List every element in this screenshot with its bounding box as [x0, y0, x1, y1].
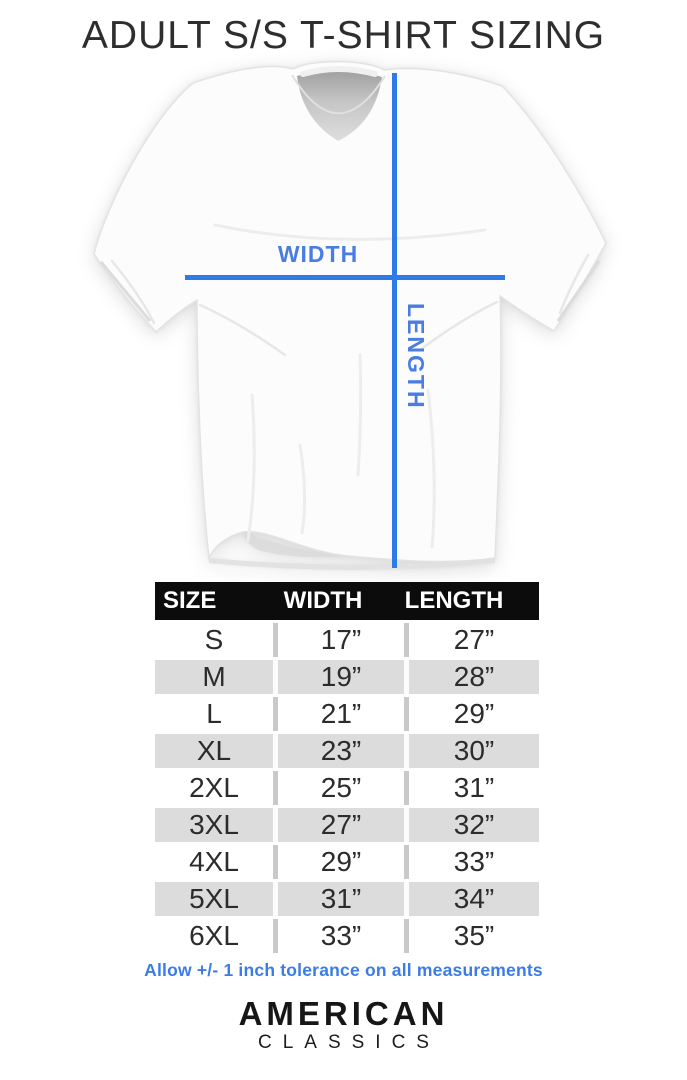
column-divider: [404, 734, 409, 768]
column-divider: [273, 845, 278, 879]
header-length: LENGTH: [404, 587, 504, 614]
size-table-row: M 19” 28”: [155, 660, 539, 694]
left-cuff-seam: [99, 261, 152, 322]
wrinkle-lines: [213, 223, 487, 549]
cell-width: 27”: [278, 808, 404, 842]
tshirt-body: [93, 60, 607, 563]
collar-back-band: [300, 66, 378, 77]
cell-length: 34”: [409, 882, 539, 916]
column-divider: [404, 623, 409, 657]
cell-length: 28”: [409, 660, 539, 694]
column-divider: [404, 808, 409, 842]
right-cuff-seam: [556, 260, 601, 322]
cell-size: 3XL: [155, 808, 273, 842]
column-divider: [273, 882, 278, 916]
page-title: ADULT S/S T-SHIRT SIZING: [81, 14, 606, 57]
cell-width: 23”: [278, 734, 404, 768]
size-table-row: 6XL 33” 35”: [155, 919, 539, 953]
cell-length: 33”: [409, 845, 539, 879]
header-size: SIZE: [163, 587, 217, 614]
column-divider: [404, 882, 409, 916]
cell-length: 31”: [409, 771, 539, 805]
tshirt-image: [93, 60, 607, 570]
column-divider: [404, 771, 409, 805]
cell-length: 30”: [409, 734, 539, 768]
cell-width: 19”: [278, 660, 404, 694]
cell-size: M: [155, 660, 273, 694]
hem-fold-shadow: [243, 532, 348, 558]
cell-width: 21”: [278, 697, 404, 731]
cell-size: L: [155, 697, 273, 731]
column-divider: [404, 845, 409, 879]
brand-name-line1: AMERICAN: [238, 995, 449, 1032]
brand-logo: AMERICAN CLASSICS: [0, 997, 687, 1054]
column-divider: [273, 771, 278, 805]
column-divider: [273, 623, 278, 657]
cell-width: 17”: [278, 623, 404, 657]
size-table-row: 4XL 29” 33”: [155, 845, 539, 879]
width-measure-line: [185, 275, 505, 280]
size-table-row: L 21” 29”: [155, 697, 539, 731]
size-table: SIZE WIDTH LENGTH S 17” 27” M 19” 28” L …: [155, 582, 539, 953]
column-divider: [404, 697, 409, 731]
size-table-row: 5XL 31” 34”: [155, 882, 539, 916]
length-label: LENGTH: [403, 303, 429, 410]
column-divider: [273, 697, 278, 731]
collar-seam: [291, 74, 386, 115]
column-divider: [273, 660, 278, 694]
cell-length: 32”: [409, 808, 539, 842]
column-divider: [273, 734, 278, 768]
cell-width: 33”: [278, 919, 404, 953]
column-divider: [404, 660, 409, 694]
brand-name-line2: CLASSICS: [258, 1032, 440, 1053]
wrinkle-lines-fine: [110, 253, 590, 357]
collar-opening: [297, 69, 382, 141]
column-divider: [273, 808, 278, 842]
cell-size: 2XL: [155, 771, 273, 805]
size-table-row: 2XL 25” 31”: [155, 771, 539, 805]
cell-size: XL: [155, 734, 273, 768]
cell-width: 31”: [278, 882, 404, 916]
cell-size: 5XL: [155, 882, 273, 916]
column-divider: [273, 919, 278, 953]
cell-length: 27”: [409, 623, 539, 657]
cell-length: 35”: [409, 919, 539, 953]
cell-width: 29”: [278, 845, 404, 879]
cell-width: 25”: [278, 771, 404, 805]
size-table-row: S 17” 27”: [155, 623, 539, 657]
cell-length: 29”: [409, 697, 539, 731]
tolerance-note: Allow +/- 1 inch tolerance on all measur…: [144, 960, 543, 980]
header-width: WIDTH: [283, 587, 363, 614]
size-table-row: XL 23” 30”: [155, 734, 539, 768]
column-divider: [404, 919, 409, 953]
cell-size: S: [155, 623, 273, 657]
length-measure-line: [392, 73, 397, 568]
size-table-row: 3XL 27” 32”: [155, 808, 539, 842]
cell-size: 4XL: [155, 845, 273, 879]
size-table-body: S 17” 27” M 19” 28” L 21” 29” XL 23” 30”…: [155, 623, 539, 953]
size-table-header: SIZE WIDTH LENGTH: [155, 582, 539, 620]
hem-shadow: [209, 558, 495, 570]
width-label: WIDTH: [277, 241, 359, 267]
cell-size: 6XL: [155, 919, 273, 953]
